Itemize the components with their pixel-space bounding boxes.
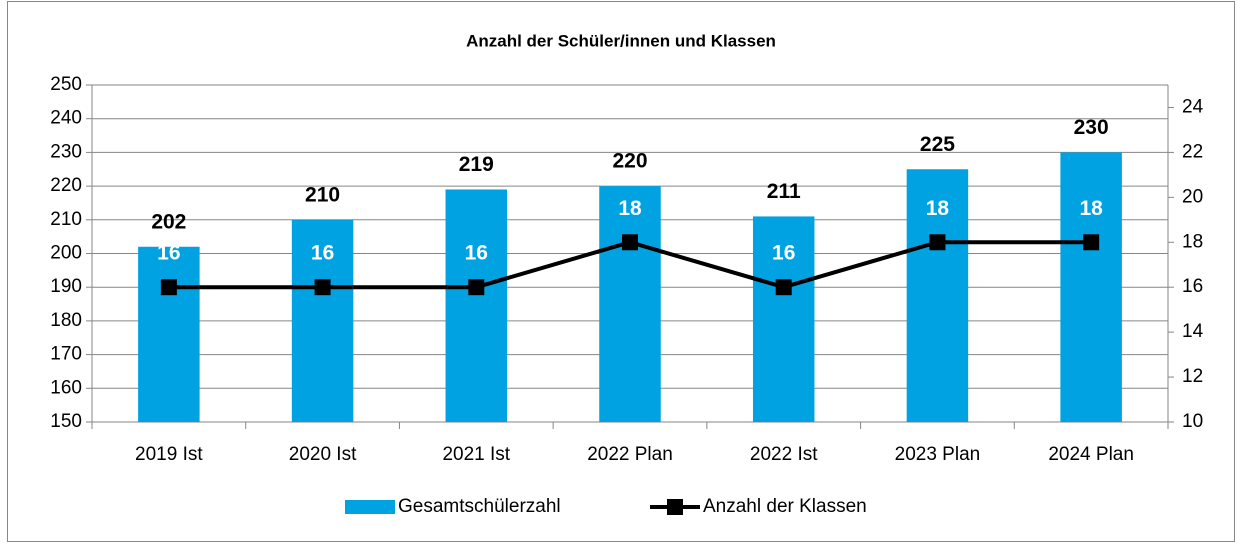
bar-value-label: 225 [920,133,955,156]
legend-label: Anzahl der Klassen [703,496,867,517]
y-tick-label: 220 [50,175,82,196]
bar-value-label: 202 [151,210,186,233]
y2-tick-label: 24 [1182,96,1204,117]
y-tick-label: 180 [50,310,82,331]
y-tick-label: 160 [50,377,82,398]
x-tick-label: 2022 Plan [587,444,673,465]
line-value-label: 16 [311,242,334,265]
line-value-label: 18 [1079,197,1103,220]
bar [906,169,969,422]
bar-value-label: 210 [305,183,340,206]
y2-tick-label: 20 [1182,186,1203,207]
y2-tick-label: 14 [1182,321,1204,342]
y2-tick-label: 18 [1182,231,1203,252]
y-tick-label: 240 [50,108,82,129]
y-tick-label: 150 [50,411,82,432]
bar [752,216,815,422]
line-value-label: 18 [926,197,950,220]
x-tick-label: 2021 Ist [442,444,510,465]
y-tick-label: 200 [50,243,82,264]
x-tick-label: 2020 Ist [289,444,357,465]
x-tick-label: 2023 Plan [895,444,981,465]
y-tick-label: 190 [50,276,82,297]
line-marker [622,234,638,251]
line-marker [160,279,177,296]
y-tick-label: 250 [50,74,82,95]
y2-tick-label: 22 [1182,141,1203,162]
bar-value-label: 230 [1074,116,1109,139]
bar-value-label: 219 [459,153,494,176]
bar-value-label: 220 [612,150,647,173]
legend-marker [667,499,683,515]
y-tick-label: 210 [50,209,82,230]
bar [291,219,354,422]
chart-title: Anzahl der Schüler/innen und Klassen [466,31,776,50]
bar [1060,152,1122,422]
legend-swatch [345,500,395,514]
line-marker [775,279,792,296]
bar [599,186,661,422]
y2-tick-label: 12 [1182,366,1203,387]
legend-label: Gesamtschülerzahl [398,496,561,517]
line-marker [929,234,946,251]
line-value-label: 16 [157,242,180,265]
x-tick-label: 2024 Plan [1048,444,1134,465]
line-value-label: 16 [772,242,795,265]
line-marker [468,279,485,296]
line-value-label: 18 [618,197,642,220]
line-marker [314,279,331,296]
x-tick-label: 2022 Ist [750,444,818,465]
y-tick-label: 170 [50,344,82,365]
bar-value-label: 211 [767,180,801,203]
bar [445,189,508,422]
x-tick-label: 2019 Ist [135,444,203,465]
bar [138,246,200,422]
y-tick-label: 230 [50,141,82,162]
line-value-label: 16 [465,242,488,265]
line-marker [1083,234,1100,251]
y2-tick-label: 16 [1182,276,1203,297]
y2-tick-label: 10 [1182,411,1203,432]
